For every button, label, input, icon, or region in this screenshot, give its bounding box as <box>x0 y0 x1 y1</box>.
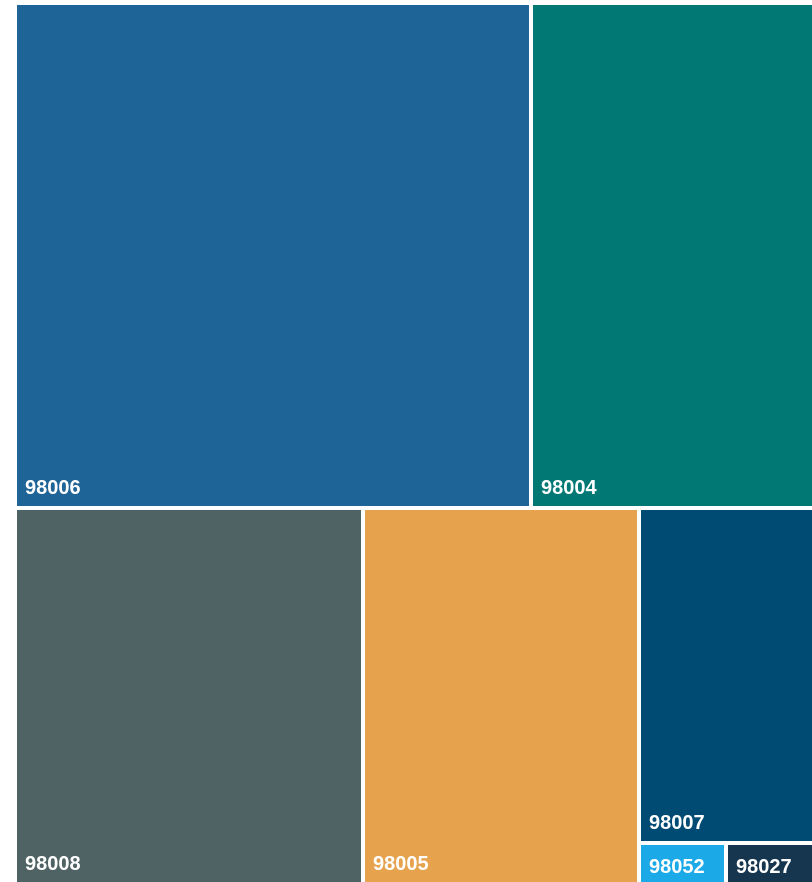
tile-98052[interactable]: 98052 <box>641 845 724 882</box>
tile-98006[interactable]: 98006 <box>17 5 529 506</box>
tile-98027[interactable]: 98027 <box>728 845 812 882</box>
tile-label-98004: 98004 <box>541 477 597 499</box>
tile-label-98006: 98006 <box>25 477 81 499</box>
tile-98008[interactable]: 98008 <box>17 510 361 882</box>
tile-label-98027: 98027 <box>736 856 792 878</box>
tile-98005[interactable]: 98005 <box>365 510 637 882</box>
tile-label-98005: 98005 <box>373 853 429 875</box>
tile-label-98008: 98008 <box>25 853 81 875</box>
tile-label-98052: 98052 <box>649 856 705 878</box>
tile-label-98007: 98007 <box>649 812 705 834</box>
tile-98004[interactable]: 98004 <box>533 5 812 506</box>
tile-98007[interactable]: 98007 <box>641 510 812 841</box>
